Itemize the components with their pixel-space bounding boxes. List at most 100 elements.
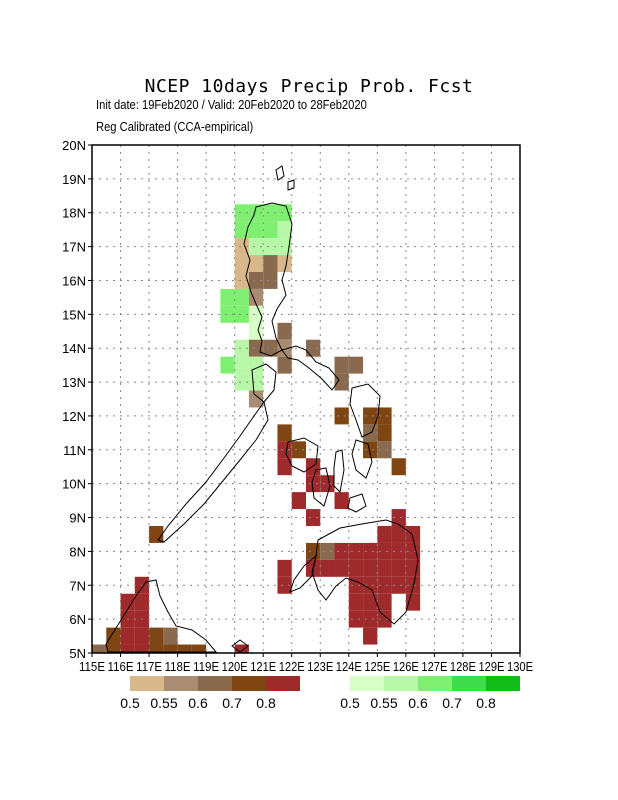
prob-cell-18 (263, 272, 278, 289)
legend-below-normal: 0.5 0.55 0.6 0.7 0.8 (120, 676, 300, 711)
probability-cells (92, 204, 421, 653)
prob-cell-113 (191, 644, 207, 653)
grid-lines (92, 145, 520, 653)
prob-cell-108 (120, 644, 135, 653)
prob-cell-65 (306, 542, 321, 560)
prob-cell-55 (306, 475, 321, 493)
lon-tick-125E: 125E (364, 659, 390, 674)
prob-cell-63 (391, 526, 406, 543)
lon-tick-122E: 122E (279, 659, 305, 674)
prob-cell-64 (405, 526, 421, 543)
legend-below-swatch-0 (130, 676, 164, 691)
lat-tick-9N: 9N (69, 511, 86, 526)
prob-cell-114 (234, 644, 249, 653)
coastline-sulu (231, 639, 249, 653)
prob-cell-21 (248, 288, 264, 306)
lon-tick-123E: 123E (307, 659, 333, 674)
prob-cell-22 (220, 305, 235, 323)
lon-tick-128E: 128E (450, 659, 476, 674)
lat-tick-16N: 16N (62, 273, 86, 288)
prob-cell-47 (377, 424, 392, 442)
prob-cell-20 (234, 288, 249, 306)
coastline-zamboanga (289, 554, 317, 593)
prob-cell-14 (263, 255, 278, 272)
prob-cell-29 (263, 339, 278, 357)
coastline-luzon (243, 202, 293, 357)
prob-cell-99 (377, 610, 392, 628)
prob-cell-106 (92, 644, 107, 653)
prob-cell-28 (248, 339, 264, 357)
prob-cell-40 (334, 373, 349, 391)
prob-cell-88 (405, 576, 421, 594)
legend-below-label-4: 0.8 (256, 695, 276, 711)
legend-below-swatch-1 (164, 676, 198, 691)
lat-tick-20N: 20N (62, 138, 86, 153)
legend-below-label-0: 0.5 (120, 695, 140, 711)
chart-title: NCEP 10days Precip Prob. Fcst (144, 76, 474, 97)
prob-cell-68 (348, 542, 364, 560)
prob-cell-62 (377, 526, 392, 543)
prob-cell-58 (334, 492, 349, 510)
coastlines (105, 165, 419, 653)
prob-cell-51 (377, 441, 392, 459)
prob-cell-66 (320, 542, 335, 560)
lat-tick-5N: 5N (69, 646, 86, 661)
prob-cell-3 (277, 204, 292, 222)
prob-cell-112 (177, 644, 192, 653)
lon-tick-116E: 116E (108, 659, 134, 674)
legend-below-label-2: 0.6 (188, 695, 208, 711)
prob-cell-80 (391, 559, 406, 577)
prob-cell-4 (234, 221, 249, 239)
prob-cell-77 (348, 559, 364, 577)
coastline-bicol (281, 345, 340, 391)
lat-tick-10N: 10N (62, 477, 86, 492)
prob-cell-52 (277, 458, 292, 476)
prob-cell-57 (291, 492, 306, 510)
coastline-taiwan-tip (275, 165, 285, 181)
prob-cell-17 (248, 272, 264, 289)
lat-tick-6N: 6N (69, 612, 86, 627)
legend-above-label-0: 0.5 (340, 695, 360, 711)
prob-cell-35 (277, 356, 292, 374)
prob-cell-49 (291, 441, 306, 459)
lat-tick-8N: 8N (69, 544, 86, 559)
prob-cell-32 (220, 356, 235, 374)
prob-cell-111 (163, 644, 178, 653)
prob-cell-27 (234, 339, 249, 357)
lon-tick-118E: 118E (165, 659, 191, 674)
prob-cell-83 (277, 576, 292, 594)
prob-cell-7 (277, 221, 292, 239)
legend-above-label-3: 0.7 (442, 695, 462, 711)
legend-above-swatch-1 (384, 676, 418, 691)
prob-cell-89 (120, 593, 135, 611)
lon-tick-124E: 124E (336, 659, 362, 674)
prob-cell-109 (134, 644, 150, 653)
legend-above-swatch-2 (418, 676, 452, 691)
lat-tick-12N: 12N (62, 409, 86, 424)
forecast-dates: Init date: 19Feb2020 / Valid: 20Feb2020 … (96, 97, 367, 112)
prob-cell-45 (277, 424, 292, 442)
prob-cell-50 (363, 441, 378, 459)
legend-above-label-4: 0.8 (476, 695, 496, 711)
prob-cell-30 (277, 339, 292, 357)
prob-cell-78 (363, 559, 378, 577)
prob-cell-85 (363, 576, 378, 594)
lon-tick-119E: 119E (193, 659, 219, 674)
coastline-cebu (333, 449, 345, 494)
lon-tick-130E: 130E (507, 659, 533, 674)
coastline-mindanao (311, 519, 419, 625)
prob-cell-48 (277, 441, 292, 459)
lon-tick-121E: 121E (250, 659, 276, 674)
coastline-samar (349, 383, 381, 438)
prob-cell-42 (334, 407, 349, 425)
prob-cell-44 (377, 407, 392, 425)
coastline-mindoro (251, 363, 277, 403)
prob-cell-38 (234, 373, 249, 391)
coastline-leyte (351, 439, 373, 479)
map-frame (91, 144, 521, 654)
prob-cell-6 (263, 221, 278, 239)
legend-above-swatch-3 (452, 676, 486, 691)
longitude-labels: 115E 116E 117E 118E 119E 120E 121E 122E 123E 124E… (79, 653, 533, 674)
calibration-method: Reg Calibrated (CCA-empirical) (96, 119, 254, 134)
prob-cell-102 (134, 627, 150, 645)
